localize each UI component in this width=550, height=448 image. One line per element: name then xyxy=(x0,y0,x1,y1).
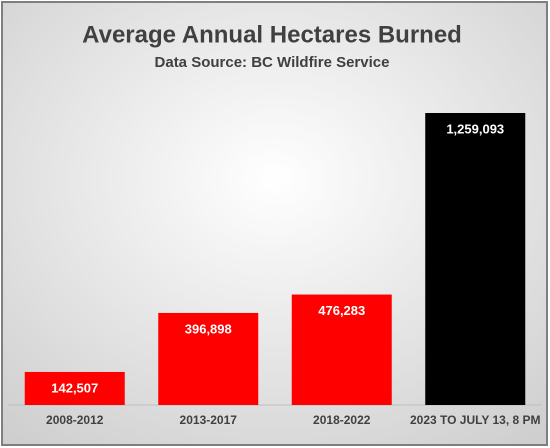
value-label: 396,898 xyxy=(185,321,232,336)
value-label: 476,283 xyxy=(318,303,365,318)
bar xyxy=(425,113,526,405)
bar xyxy=(24,371,125,405)
x-tick-label: 2008-2012 xyxy=(46,413,104,427)
bar xyxy=(158,312,259,405)
value-label: 1,259,093 xyxy=(446,121,504,136)
x-tick-label: 2013-2017 xyxy=(180,413,238,427)
bar xyxy=(291,294,392,405)
x-tick-label: 2018-2022 xyxy=(313,413,371,427)
x-tick-label: 2023 TO JULY 13, 8 PM xyxy=(410,413,541,427)
chart-subtitle: Data Source: BC Wildfire Service xyxy=(155,54,390,71)
value-label: 142,507 xyxy=(51,380,98,395)
chart-title: Average Annual Hectares Burned xyxy=(82,21,462,48)
